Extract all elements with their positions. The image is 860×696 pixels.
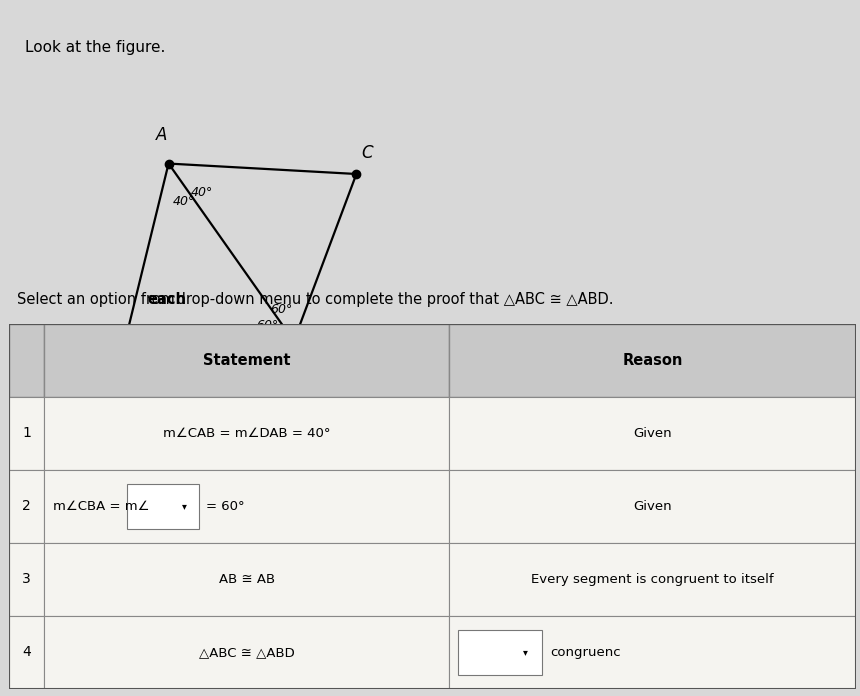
Text: 60°: 60° bbox=[270, 303, 292, 316]
Bar bbox=[449, 324, 856, 397]
Text: D: D bbox=[97, 397, 110, 416]
Text: Reason: Reason bbox=[622, 353, 683, 367]
Text: B: B bbox=[299, 350, 310, 368]
Bar bbox=[44, 616, 449, 689]
Bar bbox=[449, 616, 856, 689]
Text: ▾: ▾ bbox=[523, 647, 528, 658]
Text: Given: Given bbox=[633, 500, 672, 513]
Text: m∠CAB = m∠DAB = 40°: m∠CAB = m∠DAB = 40° bbox=[163, 427, 330, 440]
Text: ▾: ▾ bbox=[182, 501, 187, 512]
Bar bbox=[44, 324, 449, 397]
Text: △ABC ≅ △ABD: △ABC ≅ △ABD bbox=[199, 646, 294, 659]
Text: Select an option from: Select an option from bbox=[17, 292, 180, 307]
Bar bbox=[44, 397, 449, 470]
Text: AB ≅ AB: AB ≅ AB bbox=[218, 573, 274, 586]
Text: Statement: Statement bbox=[203, 353, 291, 367]
Text: 1: 1 bbox=[22, 426, 31, 441]
Bar bbox=[449, 397, 856, 470]
Text: Look at the figure.: Look at the figure. bbox=[26, 40, 166, 55]
Text: 2: 2 bbox=[22, 499, 31, 514]
Bar bbox=[458, 630, 543, 675]
Bar bbox=[9, 324, 44, 397]
Text: 60°: 60° bbox=[257, 319, 279, 332]
Text: 40°: 40° bbox=[173, 195, 195, 207]
Text: drop-down menu to complete the proof that △ABC ≅ △ABD.: drop-down menu to complete the proof tha… bbox=[172, 292, 613, 307]
Bar bbox=[9, 543, 44, 616]
Text: each: each bbox=[147, 292, 186, 307]
Text: A: A bbox=[157, 126, 168, 144]
Bar bbox=[44, 543, 449, 616]
Text: C: C bbox=[362, 144, 373, 162]
Bar bbox=[449, 470, 856, 543]
Text: congruenc: congruenc bbox=[550, 646, 622, 659]
Text: = 60°: = 60° bbox=[206, 500, 244, 513]
Bar bbox=[9, 397, 44, 470]
Bar bbox=[449, 543, 856, 616]
Text: Every segment is congruent to itself: Every segment is congruent to itself bbox=[531, 573, 774, 586]
Text: 40°: 40° bbox=[191, 186, 213, 199]
Bar bbox=[9, 616, 44, 689]
Bar bbox=[9, 470, 44, 543]
Text: m∠CBA = m∠: m∠CBA = m∠ bbox=[52, 500, 149, 513]
Bar bbox=[127, 484, 200, 529]
Bar bbox=[44, 470, 449, 543]
Text: Given: Given bbox=[633, 427, 672, 440]
Text: 4: 4 bbox=[22, 645, 31, 660]
Text: 3: 3 bbox=[22, 572, 31, 587]
